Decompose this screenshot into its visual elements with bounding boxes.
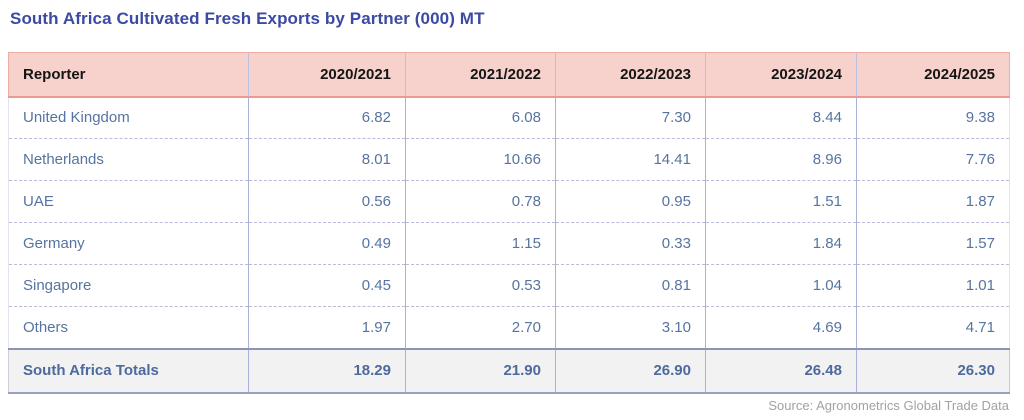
value-cell: 7.76 [856, 138, 1010, 181]
value-cell: 1.97 [248, 306, 406, 349]
table-header-row: Reporter 2020/2021 2021/2022 2022/2023 2… [8, 52, 1010, 98]
value-cell: 0.81 [555, 264, 706, 307]
value-cell: 1.04 [705, 264, 857, 307]
value-cell: 7.30 [555, 96, 706, 139]
totals-value-cell: 18.29 [248, 347, 406, 394]
value-cell: 10.66 [405, 138, 556, 181]
totals-value-cell: 26.48 [705, 347, 857, 394]
column-header-reporter: Reporter [8, 52, 249, 98]
table-row: Netherlands 8.01 10.66 14.41 8.96 7.76 [8, 138, 1010, 181]
value-cell: 2.70 [405, 306, 556, 349]
totals-value-cell: 26.90 [555, 347, 706, 394]
value-cell: 1.87 [856, 180, 1010, 223]
value-cell: 9.38 [856, 96, 1010, 139]
totals-label-cell: South Africa Totals [8, 347, 249, 394]
value-cell: 0.33 [555, 222, 706, 265]
source-attribution: Source: Agronometrics Global Trade Data [768, 398, 1009, 413]
value-cell: 6.08 [405, 96, 556, 139]
value-cell: 1.01 [856, 264, 1010, 307]
totals-value-cell: 26.30 [856, 347, 1010, 394]
value-cell: 14.41 [555, 138, 706, 181]
column-header-2024-2025: 2024/2025 [856, 52, 1010, 98]
value-cell: 1.57 [856, 222, 1010, 265]
table-row: Others 1.97 2.70 3.10 4.69 4.71 [8, 306, 1010, 349]
value-cell: 8.44 [705, 96, 857, 139]
page-title: South Africa Cultivated Fresh Exports by… [10, 9, 485, 28]
value-cell: 0.49 [248, 222, 406, 265]
table-row: United Kingdom 6.82 6.08 7.30 8.44 9.38 [8, 96, 1010, 139]
reporter-cell: Germany [8, 222, 249, 265]
column-header-2020-2021: 2020/2021 [248, 52, 406, 98]
value-cell: 0.95 [555, 180, 706, 223]
value-cell: 1.15 [405, 222, 556, 265]
value-cell: 8.01 [248, 138, 406, 181]
column-header-2023-2024: 2023/2024 [705, 52, 857, 98]
value-cell: 4.71 [856, 306, 1010, 349]
reporter-cell: UAE [8, 180, 249, 223]
table-row: Singapore 0.45 0.53 0.81 1.04 1.01 [8, 264, 1010, 307]
value-cell: 0.53 [405, 264, 556, 307]
value-cell: 0.45 [248, 264, 406, 307]
table-row: UAE 0.56 0.78 0.95 1.51 1.87 [8, 180, 1010, 223]
column-header-2021-2022: 2021/2022 [405, 52, 556, 98]
value-cell: 4.69 [705, 306, 857, 349]
value-cell: 3.10 [555, 306, 706, 349]
reporter-cell: Singapore [8, 264, 249, 307]
column-header-2022-2023: 2022/2023 [555, 52, 706, 98]
reporter-cell: Others [8, 306, 249, 349]
value-cell: 0.78 [405, 180, 556, 223]
value-cell: 8.96 [705, 138, 857, 181]
totals-row: South Africa Totals 18.29 21.90 26.90 26… [8, 347, 1010, 394]
exports-table: Reporter 2020/2021 2021/2022 2022/2023 2… [8, 52, 1010, 394]
table-row: Germany 0.49 1.15 0.33 1.84 1.57 [8, 222, 1010, 265]
value-cell: 0.56 [248, 180, 406, 223]
reporter-cell: United Kingdom [8, 96, 249, 139]
reporter-cell: Netherlands [8, 138, 249, 181]
value-cell: 6.82 [248, 96, 406, 139]
value-cell: 1.84 [705, 222, 857, 265]
totals-value-cell: 21.90 [405, 347, 556, 394]
value-cell: 1.51 [705, 180, 857, 223]
